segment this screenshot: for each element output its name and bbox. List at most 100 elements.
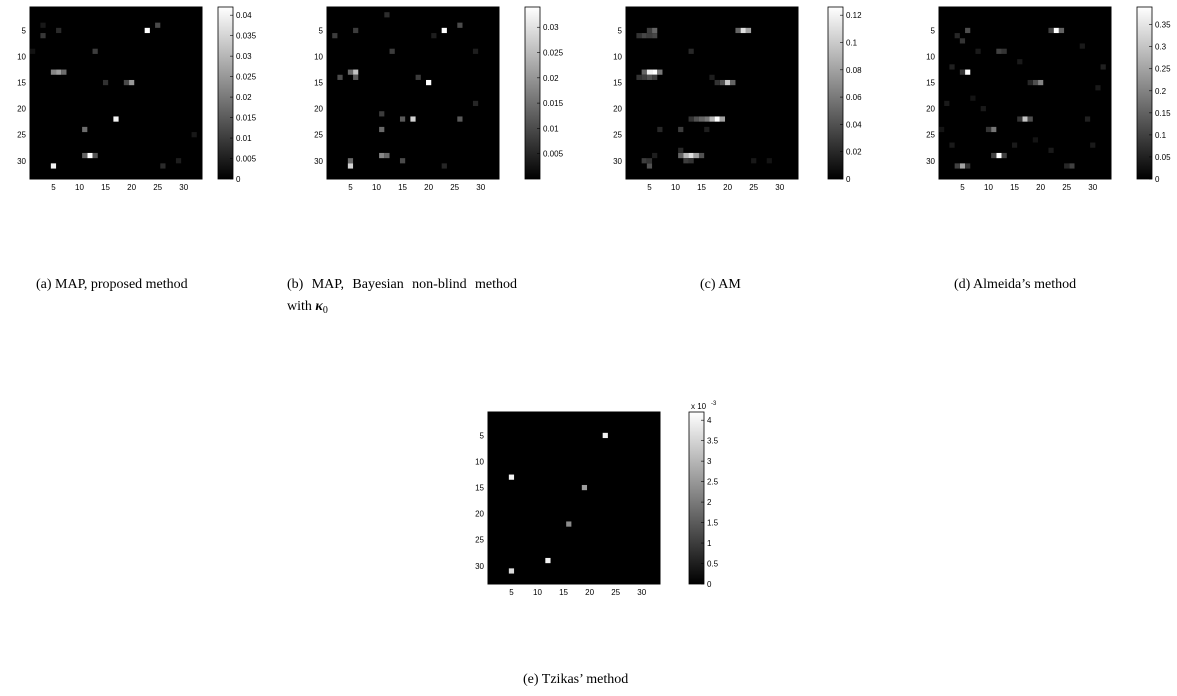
- heatmap-a-cell: [123, 79, 130, 86]
- heatmap-a-cell: [30, 48, 36, 54]
- heatmap-e-cell: [545, 557, 551, 564]
- heatmap-e-cell: [508, 568, 515, 574]
- heatmap-c-cell: [646, 33, 653, 39]
- heatmap-c-y-tick-label: 15: [613, 79, 622, 88]
- colorbar-d-tick-label: 0.35: [1155, 21, 1171, 30]
- colorbar-a: [217, 6, 234, 180]
- heatmap-a-background: [29, 6, 203, 180]
- heatmap-c-cell: [641, 74, 647, 80]
- heatmap-d-cell: [970, 95, 976, 101]
- colorbar-b-tick-label: 0.005: [543, 150, 564, 159]
- heatmap-d-cell: [996, 48, 1002, 54]
- caption-c: (c) AM: [700, 274, 741, 296]
- colorbar-b-tick-label: 0.025: [543, 49, 564, 58]
- heatmap-e-svg: 5 10 15 20 25 30 5 10 15 20 25 30 0 0.5 1 1.5 2 2.5 3 3.5 4x…: [475, 401, 719, 597]
- heatmap-c-y-tick-label: 20: [613, 105, 622, 114]
- heatmap-a-y-tick-label: 20: [17, 105, 26, 114]
- colorbar-c-tick-label: 0.04: [846, 120, 862, 129]
- heatmap-d-cell: [1022, 116, 1028, 122]
- heatmap-b-cell: [389, 48, 395, 54]
- heatmap-d-cell: [1001, 152, 1007, 159]
- colorbar-d-tick-label: 0.2: [1155, 87, 1167, 96]
- colorbar-a-tick-label: 0.025: [236, 73, 257, 82]
- heatmap-b-x-tick-label: 5: [348, 183, 353, 192]
- colorbar-e-tick-label: 4: [707, 416, 712, 425]
- heatmap-d-cell: [1027, 79, 1033, 86]
- heatmap-d-cell: [944, 100, 950, 107]
- caption-b: (b) MAP, Bayesian non-blind method with …: [287, 274, 517, 322]
- heatmap-c-y-tick-label: 30: [613, 157, 622, 166]
- heatmap-d-y-tick-label: 30: [926, 157, 935, 166]
- heatmap-b-cell: [399, 116, 406, 122]
- caption-e: (e) Tzikas’ method: [523, 669, 628, 691]
- colorbar-d-tick-label: 0.1: [1155, 131, 1167, 140]
- colorbar-e-tick-label: 0: [707, 580, 712, 589]
- heatmap-d-cell: [949, 142, 955, 148]
- heatmap-c-x-tick-label: 25: [749, 183, 758, 192]
- heatmap-b-cell: [353, 69, 359, 75]
- heatmap-a-x-tick-label: 30: [179, 183, 188, 192]
- heatmap-d-cell: [1027, 116, 1033, 122]
- colorbar-c: [827, 6, 844, 180]
- heatmap-c-cell: [646, 74, 653, 80]
- heatmap-b-cell: [399, 158, 406, 164]
- heatmap-c-cell: [657, 126, 663, 133]
- heatmap-panel-b: 5 10 15 20 25 30 5 10 15 20 25 30 0.005 0.01 0.015 0.02…: [297, 0, 577, 200]
- colorbar-e-tick-label: 1: [707, 539, 712, 548]
- heatmap-d-y-tick-label: 25: [926, 131, 935, 140]
- heatmap-c-cell: [714, 79, 720, 86]
- heatmap-e-x-tick-label: 30: [637, 588, 646, 597]
- colorbar-b-tick-label: 0.015: [543, 99, 564, 108]
- heatmap-a-cell: [50, 163, 57, 169]
- heatmap-c-cell: [652, 74, 658, 80]
- heatmap-a-cell: [129, 79, 135, 86]
- heatmap-d-cell: [996, 152, 1002, 159]
- heatmap-a-y-tick-label: 10: [17, 53, 26, 62]
- heatmap-c-cell: [688, 116, 694, 122]
- heatmap-b-cell: [353, 74, 359, 80]
- heatmap-d-cell: [959, 69, 966, 75]
- heatmap-c-cell: [693, 116, 699, 122]
- heatmap-d-cell: [1011, 142, 1018, 148]
- colorbar-e-tick-label: 2: [707, 498, 712, 507]
- heatmap-b-y-tick-label: 15: [314, 79, 323, 88]
- colorbar-d-tick-label: 0: [1155, 175, 1160, 184]
- heatmap-c-cell: [693, 152, 699, 159]
- heatmap-c-cell: [735, 27, 741, 34]
- heatmap-e-cell: [602, 432, 608, 439]
- heatmap-c-cell: [646, 27, 653, 34]
- heatmap-e-x-tick-label: 10: [533, 588, 542, 597]
- heatmap-b-y-tick-label: 10: [314, 53, 323, 62]
- colorbar-a-tick-label: 0.005: [236, 155, 257, 164]
- heatmap-b-cell: [384, 152, 390, 159]
- heatmap-c-cell: [646, 158, 653, 164]
- colorbar-d-tick-label: 0.25: [1155, 65, 1171, 74]
- heatmap-b-cell: [472, 48, 479, 54]
- heatmap-c-cell: [714, 116, 720, 122]
- colorbar-e-multiplier-exponent: -3: [711, 401, 717, 407]
- heatmap-b-background: [326, 6, 500, 180]
- heatmap-b-y-tick-label: 30: [314, 157, 323, 166]
- colorbar-c-tick-label: 0.12: [846, 11, 862, 20]
- heatmap-b-x-tick-label: 15: [398, 183, 407, 192]
- heatmap-a-cell: [92, 48, 98, 54]
- colorbar-c-tick-label: 0: [846, 175, 851, 184]
- heatmap-b-cell: [472, 100, 479, 107]
- heatmap-b-svg: 5 10 15 20 25 30 5 10 15 20 25 30 0.005 0.01 0.015 0.02…: [314, 6, 564, 192]
- heatmap-d-y-tick-label: 20: [926, 105, 935, 114]
- heatmap-c-x-tick-label: 20: [723, 183, 732, 192]
- heatmap-c-cell: [698, 152, 705, 159]
- heatmap-c-cell: [751, 158, 757, 164]
- heatmap-b-cell: [379, 126, 385, 133]
- heatmap-d-cell: [1038, 79, 1044, 86]
- heatmap-b-x-tick-label: 25: [450, 183, 459, 192]
- caption-b-kappa-symbol: κ: [315, 299, 323, 314]
- heatmap-b-y-tick-label: 25: [314, 131, 323, 140]
- heatmap-b-cell: [441, 163, 447, 169]
- heatmap-c-cell: [719, 116, 726, 122]
- heatmap-b-y-tick-label: 20: [314, 105, 323, 114]
- caption-d: (d) Almeida’s method: [954, 274, 1076, 296]
- heatmap-c-cell: [652, 27, 658, 34]
- heatmap-d-cell: [965, 27, 971, 34]
- heatmap-d-x-tick-label: 25: [1062, 183, 1071, 192]
